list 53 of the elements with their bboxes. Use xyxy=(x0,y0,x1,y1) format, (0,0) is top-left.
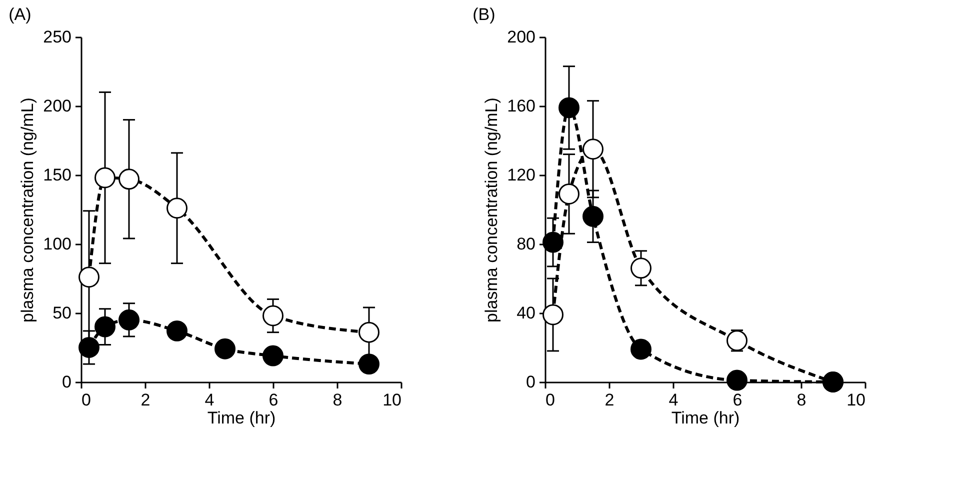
point xyxy=(726,370,748,391)
point xyxy=(630,338,652,360)
point xyxy=(726,330,748,352)
y-axis-title: plasma concentration (ng/mL) xyxy=(482,98,502,322)
y-tick-label: 0 xyxy=(526,372,536,392)
point xyxy=(582,138,604,160)
point xyxy=(358,322,380,343)
y-tick-label: 200 xyxy=(43,96,72,116)
x-tick-label: 2 xyxy=(604,390,614,410)
y-tick-label: 250 xyxy=(43,28,72,46)
x-tick-label: 6 xyxy=(732,390,742,410)
point xyxy=(558,183,580,204)
point xyxy=(542,304,564,326)
x-tick-label: 4 xyxy=(204,390,214,410)
x-tick-label: 6 xyxy=(268,390,278,410)
point xyxy=(558,97,580,118)
point xyxy=(358,354,380,375)
x-tick-label: 0 xyxy=(82,390,91,410)
y-tick-label: 100 xyxy=(43,234,72,254)
point xyxy=(582,206,604,227)
point xyxy=(214,338,236,360)
point xyxy=(94,167,116,188)
x-axis-title: Time (hr) xyxy=(671,408,740,428)
y-axis-title: plasma concentration (ng/mL) xyxy=(18,98,38,322)
y-tick-label: 50 xyxy=(52,304,72,322)
x-tick-label: 8 xyxy=(796,390,806,410)
point xyxy=(118,168,140,190)
point xyxy=(630,258,652,279)
point xyxy=(262,345,284,366)
y-tick-label: 80 xyxy=(516,234,536,254)
x-tick-label: 2 xyxy=(140,390,150,410)
y-tick-label: 0 xyxy=(62,372,72,392)
y-tick-label: 120 xyxy=(507,166,536,184)
chart-title: (A) xyxy=(8,5,32,24)
x-tick-label: 10 xyxy=(846,390,866,410)
point xyxy=(166,198,188,219)
y-tick-label: 40 xyxy=(516,304,536,322)
point xyxy=(94,316,116,338)
y-tick-label: 160 xyxy=(507,96,536,116)
y-tick-label: 200 xyxy=(507,28,536,46)
point xyxy=(542,232,564,253)
point xyxy=(78,337,100,358)
point xyxy=(118,309,140,330)
point xyxy=(78,266,100,288)
point xyxy=(262,305,284,326)
x-tick-label: 8 xyxy=(332,390,342,410)
x-tick-label: 4 xyxy=(668,390,678,410)
x-tick-label: 0 xyxy=(546,390,555,410)
x-axis-title: Time (hr) xyxy=(207,408,276,428)
chart-title: (B) xyxy=(472,5,496,24)
point xyxy=(166,320,188,342)
y-tick-label: 150 xyxy=(43,166,72,184)
x-tick-label: 10 xyxy=(382,390,402,410)
